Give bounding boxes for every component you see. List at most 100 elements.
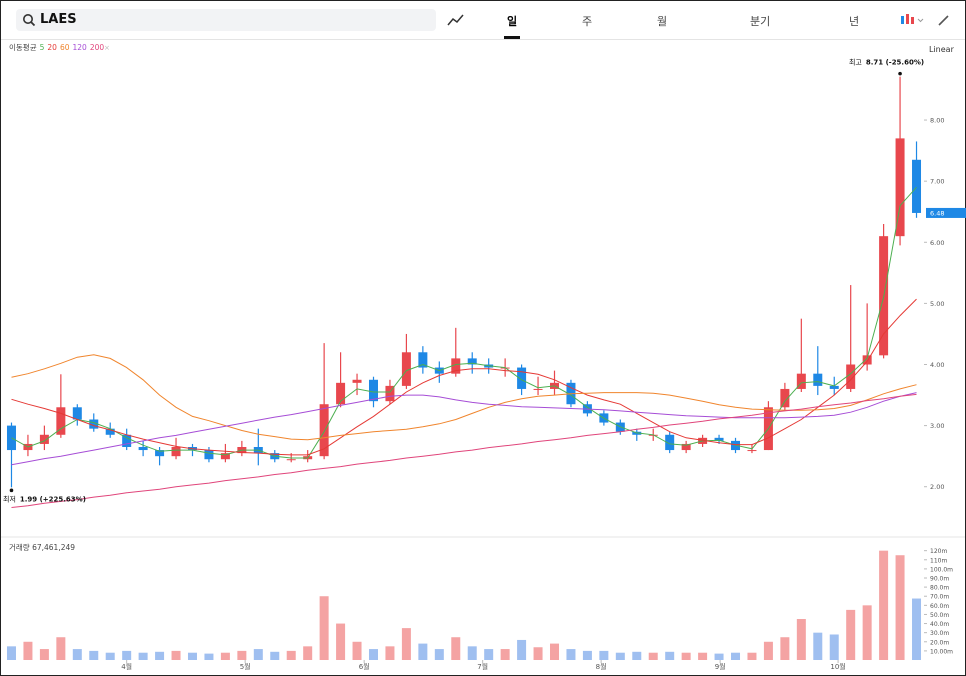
volume-bar: [582, 650, 592, 660]
candle-body: [138, 447, 148, 451]
volume-tick-label: 70.0m: [930, 594, 949, 601]
volume-bar: [796, 619, 806, 660]
chart-type-icon[interactable]: [899, 13, 929, 27]
volume-bar: [846, 609, 856, 660]
candle-body: [155, 450, 165, 457]
volume-label: 거래량 67,461,249: [9, 543, 75, 552]
low-marker: [9, 488, 14, 493]
toolbar: LAES 일 주 월 분기 년: [1, 1, 965, 40]
volume-bar: [632, 651, 642, 660]
volume-bar: [484, 649, 494, 660]
volume-bar: [599, 650, 609, 660]
x-tick-label: 8월: [596, 662, 607, 671]
candle-body: [220, 453, 230, 460]
volume-tick-label: 20.0m: [930, 639, 949, 646]
volume-bar: [270, 651, 280, 660]
tab-week[interactable]: 주: [582, 15, 593, 28]
volume-bar: [780, 637, 790, 660]
volume-bar: [681, 652, 691, 660]
ma-line: [11, 392, 917, 466]
high-annotation-label: 최고: [849, 58, 862, 67]
y-tick-label: 4.00: [930, 361, 944, 369]
volume-bar: [467, 646, 477, 660]
candle-body: [72, 407, 82, 420]
search-box[interactable]: LAES: [16, 9, 436, 31]
volume-bar: [352, 641, 362, 660]
volume-bar: [187, 652, 197, 660]
candle-body: [912, 159, 922, 213]
y-tick-label: 2.00: [930, 483, 944, 491]
candle-body: [747, 450, 757, 452]
x-tick-label: 7월: [477, 662, 488, 671]
candle-body: [665, 434, 675, 451]
x-tick-label: 5월: [240, 662, 251, 671]
y-tick-label: 5.00: [930, 300, 944, 308]
volume-tick-label: 50.0m: [930, 612, 949, 619]
volume-bar: [319, 596, 329, 660]
high-marker: [898, 71, 902, 76]
legend-close: ×: [104, 44, 110, 52]
volume-bar: [72, 649, 82, 660]
volume-tick-label: 30.0m: [930, 630, 949, 637]
candle-body: [846, 364, 856, 389]
candle-body: [286, 459, 296, 461]
search-text: LAES: [40, 12, 77, 27]
volume-bar: [155, 651, 165, 660]
volume-bar: [89, 650, 99, 660]
candle-body: [385, 385, 395, 402]
candle-body: [336, 382, 346, 405]
tab-quarter[interactable]: 분기: [750, 15, 771, 28]
candle-body: [451, 358, 461, 374]
tab-year[interactable]: 년: [849, 15, 860, 28]
y-tick-label: 6.00: [930, 239, 944, 247]
search-icon: [23, 14, 36, 27]
compare-icon[interactable]: [447, 13, 465, 27]
volume-bar: [253, 649, 263, 660]
volume-bar: [451, 637, 461, 660]
ma-line: [11, 354, 917, 441]
tab-month[interactable]: 월: [657, 15, 668, 28]
scale-selector: Linear: [929, 45, 955, 54]
volume-tick-label: 10.00m: [930, 648, 953, 655]
candle-body: [319, 404, 329, 457]
volume-tick-label: 60.0m: [930, 603, 949, 610]
candle-body: [89, 419, 99, 429]
volume-bar: [401, 628, 411, 660]
candle-body: [862, 355, 872, 365]
low-annotation-text: 1.99 (+225.63%): [20, 495, 86, 503]
x-tick-label: 10월: [830, 662, 845, 671]
volume-bar: [714, 653, 724, 660]
volume-bar: [385, 646, 395, 660]
ma-legend-item: 60: [60, 43, 70, 52]
volume-bar: [895, 555, 905, 660]
x-tick-label: 6월: [359, 662, 370, 671]
volume-bar: [698, 652, 708, 660]
volume-bar: [615, 652, 625, 660]
volume-tick-label: 120m: [930, 548, 947, 555]
tab-day[interactable]: 일: [507, 15, 518, 28]
volume-bar: [879, 550, 889, 660]
volume-bar: [829, 634, 839, 660]
y-tick-label: 3.00: [930, 422, 944, 430]
volume-bar: [550, 643, 560, 660]
volume-bar: [368, 649, 378, 660]
candle-body: [352, 379, 362, 383]
volume-bar: [533, 647, 543, 660]
candle-body: [681, 443, 691, 451]
high-annotation-text: 8.71 (-25.60%): [866, 59, 924, 67]
draw-icon[interactable]: [937, 13, 951, 27]
ma-legend-item: 200: [90, 43, 105, 52]
volume-bar: [517, 639, 527, 660]
volume-bar: [303, 646, 313, 660]
candle-body: [813, 373, 823, 386]
volume-tick-label: 40.0m: [930, 621, 949, 628]
volume-bar: [204, 653, 214, 660]
candle-body: [467, 358, 477, 365]
volume-tick-label: 80.0m: [930, 585, 949, 592]
candle-body: [56, 407, 66, 435]
ma-legend-item: 5: [40, 43, 45, 52]
low-annotation-label: 최저: [3, 494, 16, 503]
volume-bar: [747, 652, 757, 660]
candle-body: [714, 437, 724, 441]
volume-bar: [122, 650, 132, 660]
